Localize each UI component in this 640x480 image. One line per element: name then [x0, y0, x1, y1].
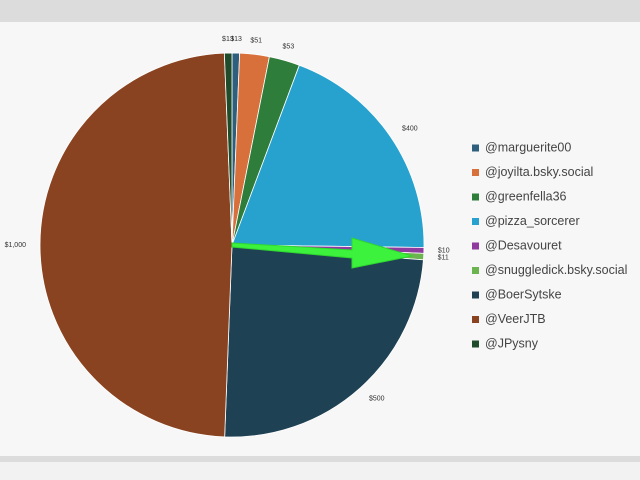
value-label: $11: [438, 254, 449, 261]
legend-label: @marguerite00: [485, 140, 571, 154]
pie-slice: [39, 52, 233, 438]
value-label: $1,000: [5, 242, 27, 249]
legend-swatch: [472, 144, 479, 152]
legend-swatch: [472, 218, 479, 225]
arrow-annotation: [231, 237, 413, 269]
pie-slice: [231, 64, 425, 248]
value-label: $13: [222, 36, 234, 43]
value-label: $53: [283, 44, 295, 51]
legend-label: @BoerSytske: [485, 287, 562, 301]
value-label: $13: [230, 36, 242, 43]
legend-swatch: [472, 193, 479, 201]
value-label: $10: [438, 248, 450, 255]
legend-swatch: [472, 340, 479, 348]
value-label: $400: [402, 126, 418, 133]
pie: $13 $51 $53 $400 $10$11 $500 $1,000 $13: [5, 36, 450, 438]
value-label: $51: [250, 37, 262, 44]
legend-swatch: [472, 169, 479, 176]
legend-swatch: [472, 242, 479, 250]
legend-label: @Desavouret: [485, 238, 562, 252]
legend-label: @snuggledick.bsky.social: [485, 263, 627, 277]
legend: @marguerite00 @joyilta.bsky.social @greenf…: [472, 140, 627, 350]
arrow: [231, 237, 413, 269]
bottom-strip: [0, 462, 640, 480]
legend-label: @joyilta.bsky.social: [485, 165, 593, 179]
pie-slice: [223, 52, 233, 246]
legend-label: @greenfella36: [485, 189, 567, 203]
legend-swatch: [472, 267, 479, 274]
legend-label: @pizza_sorcerer: [485, 214, 580, 228]
legend-swatch: [472, 316, 479, 323]
legend-label: @VeerJTB: [485, 312, 546, 326]
value-label: $500: [369, 396, 385, 403]
pie-slice: [224, 244, 424, 438]
legend-swatch: [472, 291, 479, 299]
legend-label: @JPysny: [485, 336, 539, 350]
